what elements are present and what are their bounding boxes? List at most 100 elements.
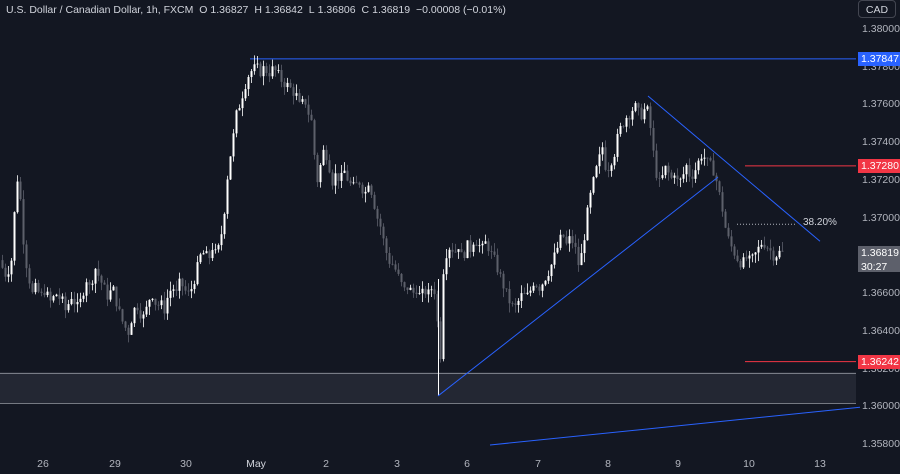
x-tick-label: 9 xyxy=(675,458,681,470)
candle-body xyxy=(499,272,502,274)
candle-body xyxy=(316,154,319,183)
candle-body xyxy=(4,267,7,277)
candle-body xyxy=(472,244,475,252)
candle-body xyxy=(610,165,613,171)
candle-body xyxy=(478,245,481,247)
candle-body xyxy=(574,242,577,247)
candle-body xyxy=(544,280,547,285)
candle-body xyxy=(643,109,646,120)
candle-body xyxy=(49,291,52,301)
x-tick-label: 7 xyxy=(535,458,541,470)
candle-body xyxy=(220,234,223,246)
candle-body xyxy=(463,252,466,259)
candle-body xyxy=(679,178,682,180)
candle-body xyxy=(25,244,28,269)
candle-body xyxy=(766,247,769,249)
candle-body xyxy=(67,304,70,311)
candle-body xyxy=(451,249,454,252)
candle-body xyxy=(505,288,508,290)
x-tick-label: May xyxy=(246,458,266,470)
candle-body xyxy=(709,158,712,161)
candle-body xyxy=(580,253,583,266)
candle-body xyxy=(619,126,622,134)
candle-body xyxy=(382,226,385,239)
candle-body xyxy=(55,294,58,297)
candle-body xyxy=(430,289,433,291)
currency-button[interactable]: CAD xyxy=(858,0,896,18)
candle-body xyxy=(94,268,97,284)
candle-body xyxy=(694,170,697,179)
candle-body xyxy=(217,245,220,250)
candle-body xyxy=(295,93,298,96)
candle-body xyxy=(397,269,400,274)
candle-body xyxy=(193,284,196,290)
trendline-3 xyxy=(489,406,861,446)
candle-body xyxy=(256,63,259,65)
candle-body xyxy=(154,298,157,305)
candle-body xyxy=(19,181,22,200)
candle-body xyxy=(70,298,73,305)
open-value: 1.36827 xyxy=(210,4,249,16)
candle-body xyxy=(778,250,781,258)
candle-body xyxy=(88,282,91,285)
change-value: −0.00008 (−0.01%) xyxy=(416,4,506,16)
candle-body xyxy=(730,236,733,247)
candle-body xyxy=(223,213,226,235)
x-tick-label: 2 xyxy=(323,458,329,470)
candle-body xyxy=(244,89,247,99)
candle-body xyxy=(136,307,139,311)
candle-body xyxy=(757,246,760,253)
candle-body xyxy=(466,240,469,259)
candle-body xyxy=(22,199,25,245)
low-label: L xyxy=(308,4,315,16)
candle-body xyxy=(538,286,541,291)
candle-body xyxy=(337,173,340,181)
candle-body xyxy=(151,298,154,300)
trendline-2 xyxy=(647,95,821,242)
candle-body xyxy=(178,278,181,291)
level-tag-support: 1.36242 xyxy=(858,354,900,369)
candle-body xyxy=(133,307,136,324)
candle-body xyxy=(385,238,388,253)
candle-body xyxy=(718,181,721,193)
candle-body xyxy=(175,289,178,291)
candle-body xyxy=(325,149,328,161)
y-tick-label: 1.36400 xyxy=(862,324,900,337)
candle-body xyxy=(91,283,94,285)
candle-body xyxy=(379,218,382,227)
candle-body xyxy=(247,77,250,90)
candle-body xyxy=(727,227,730,237)
candle-body xyxy=(721,192,724,212)
candle-body xyxy=(700,158,703,161)
candle-body xyxy=(184,286,187,291)
candle-body xyxy=(118,306,121,310)
candle-body xyxy=(160,300,163,306)
candle-body xyxy=(28,268,31,284)
candle-body xyxy=(445,258,448,275)
candle-body xyxy=(736,255,739,262)
candle-body xyxy=(16,181,19,213)
candle-body xyxy=(475,244,478,246)
candle-body xyxy=(349,180,352,184)
candle-body xyxy=(229,156,232,180)
candle-body xyxy=(571,236,574,243)
candle-body xyxy=(529,290,532,293)
candle-body xyxy=(652,127,655,151)
x-tick-label: 26 xyxy=(37,458,49,470)
candle-body xyxy=(457,249,460,252)
y-tick-label: 1.37000 xyxy=(862,211,900,224)
candle-body xyxy=(76,301,79,305)
candle-body xyxy=(568,236,571,244)
candle-body xyxy=(454,251,457,253)
countdown-label: 30:27 xyxy=(861,260,888,273)
candle-body xyxy=(250,71,253,78)
candle-body xyxy=(703,157,706,159)
candle-body xyxy=(562,234,565,237)
candle-body xyxy=(211,249,214,259)
candle-body xyxy=(331,172,334,186)
candle-body xyxy=(592,177,595,193)
candle-body xyxy=(280,70,283,82)
candle-body xyxy=(763,244,766,248)
candle-body xyxy=(148,299,151,307)
